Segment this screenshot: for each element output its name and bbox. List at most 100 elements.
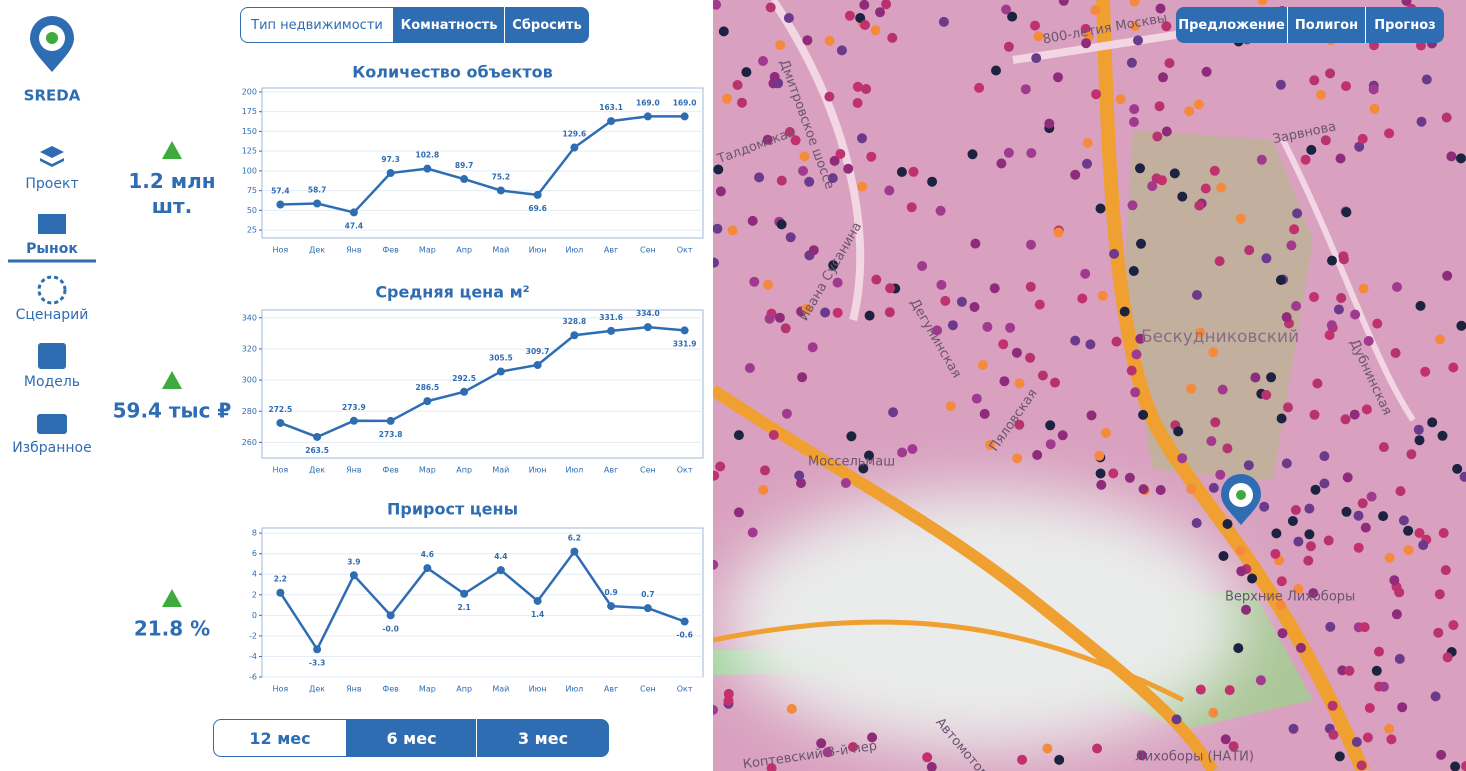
y-tick-label: -2 — [249, 631, 257, 640]
listing-dot — [855, 13, 866, 23]
logo-dot — [46, 32, 58, 44]
listing-dot — [744, 363, 755, 373]
listing-dot — [832, 277, 843, 288]
listing-dot — [926, 762, 937, 771]
nav-item[interactable]: Сценарий — [16, 307, 89, 323]
listing-dot — [1414, 435, 1425, 446]
listing-dot — [1126, 365, 1137, 376]
listing-dot — [747, 527, 758, 538]
x-tick-label: Фев — [382, 466, 399, 475]
filter-button[interactable]: Сбросить — [504, 7, 589, 43]
listing-dot — [1281, 312, 1292, 323]
nav-item[interactable]: Избранное — [12, 440, 92, 456]
data-point — [276, 418, 285, 427]
kpi-value: 21.8 % — [134, 617, 210, 641]
x-tick-label: Авг — [604, 466, 618, 475]
panel-bg — [0, 0, 713, 771]
listing-dot — [1456, 320, 1466, 331]
data-label: 1.4 — [531, 610, 544, 619]
nav-item-active[interactable]: Рынок — [26, 241, 78, 257]
listing-dot — [1192, 290, 1202, 300]
listing-dot — [947, 320, 958, 331]
data-point — [496, 186, 505, 195]
listing-dot — [1090, 5, 1101, 16]
data-label: 129.6 — [563, 130, 587, 139]
listing-dot — [1437, 430, 1448, 441]
listing-dot — [1131, 349, 1142, 360]
data-point — [643, 323, 652, 332]
listing-dot — [727, 225, 738, 236]
street — [769, 0, 865, 321]
listing-dot — [1304, 503, 1315, 514]
listing-dot — [722, 93, 732, 104]
listing-dot — [1418, 540, 1429, 551]
listing-dot — [1350, 309, 1361, 320]
data-point — [423, 164, 432, 173]
nav-item[interactable]: Модель — [24, 374, 80, 390]
listing-dot — [1111, 336, 1122, 347]
data-label: 334.0 — [636, 309, 660, 318]
listing-dot — [1384, 723, 1395, 734]
data-label: 89.7 — [455, 161, 474, 170]
nav-item[interactable]: Проект — [25, 176, 78, 192]
map-button[interactable]: Полигон — [1288, 7, 1366, 43]
listing-dot — [1334, 751, 1345, 762]
listing-dot — [1392, 282, 1402, 292]
listing-dot — [1081, 38, 1092, 49]
period-button[interactable]: 3 мес — [477, 719, 609, 757]
listing-dot — [797, 372, 808, 383]
listing-dot — [864, 310, 875, 321]
listing-dot — [1326, 320, 1337, 331]
listing-dot — [1344, 665, 1355, 676]
listing-dot — [1433, 627, 1444, 638]
x-tick-label: Июн — [529, 466, 547, 475]
listing-dot — [713, 223, 723, 234]
data-point — [680, 112, 689, 121]
listing-dot — [1259, 501, 1270, 512]
listing-dot — [1364, 703, 1375, 713]
icon-favorites — [37, 414, 67, 434]
listing-dot — [1042, 743, 1053, 754]
period-button-active[interactable]: 6 мес — [347, 719, 477, 757]
listing-dot — [1220, 734, 1231, 745]
x-tick-label: Июн — [529, 685, 547, 694]
filter-button[interactable]: Тип недвижимости — [240, 7, 394, 43]
x-tick-label: Фев — [382, 685, 399, 694]
listing-dot — [1210, 417, 1221, 428]
x-tick-label: Мар — [419, 246, 436, 255]
data-label: 69.6 — [528, 204, 547, 213]
listing-dot — [762, 134, 773, 145]
listing-dot — [1003, 147, 1014, 158]
listing-dot — [1130, 387, 1141, 398]
data-label: 0.9 — [604, 588, 617, 597]
listing-dot — [945, 401, 956, 412]
listing-dot — [1135, 163, 1145, 174]
listing-dot — [1276, 413, 1287, 424]
listing-dots — [713, 0, 1466, 771]
listing-dot — [1413, 424, 1424, 435]
listing-dot — [1281, 458, 1292, 469]
listing-dot — [1085, 339, 1096, 350]
series-line — [279, 325, 685, 439]
map-haze — [723, 490, 1243, 750]
listing-dot — [829, 155, 840, 166]
listing-dot — [1082, 158, 1092, 169]
map-button[interactable]: Прогноз — [1366, 7, 1444, 43]
listing-dot — [1275, 79, 1286, 90]
data-point — [643, 604, 652, 613]
filter-button[interactable]: Комнатность — [394, 7, 504, 43]
y-tick-label: 100 — [242, 166, 257, 175]
map-button[interactable]: Предложение — [1176, 7, 1288, 43]
listing-dot — [1436, 749, 1447, 760]
listing-dot — [1195, 684, 1206, 695]
listing-dot — [1384, 552, 1395, 563]
period-button[interactable]: 12 мес — [213, 719, 347, 757]
listing-dot — [1154, 101, 1165, 112]
listing-dot — [1378, 511, 1389, 522]
listing-dot — [1349, 409, 1360, 420]
listing-dot — [1228, 741, 1239, 752]
listing-dot — [713, 0, 722, 10]
listing-dot — [763, 279, 774, 290]
map[interactable]: 800-летия Москвы Бескудниковский Моссель… — [713, 0, 1466, 771]
listing-dot — [860, 20, 870, 30]
